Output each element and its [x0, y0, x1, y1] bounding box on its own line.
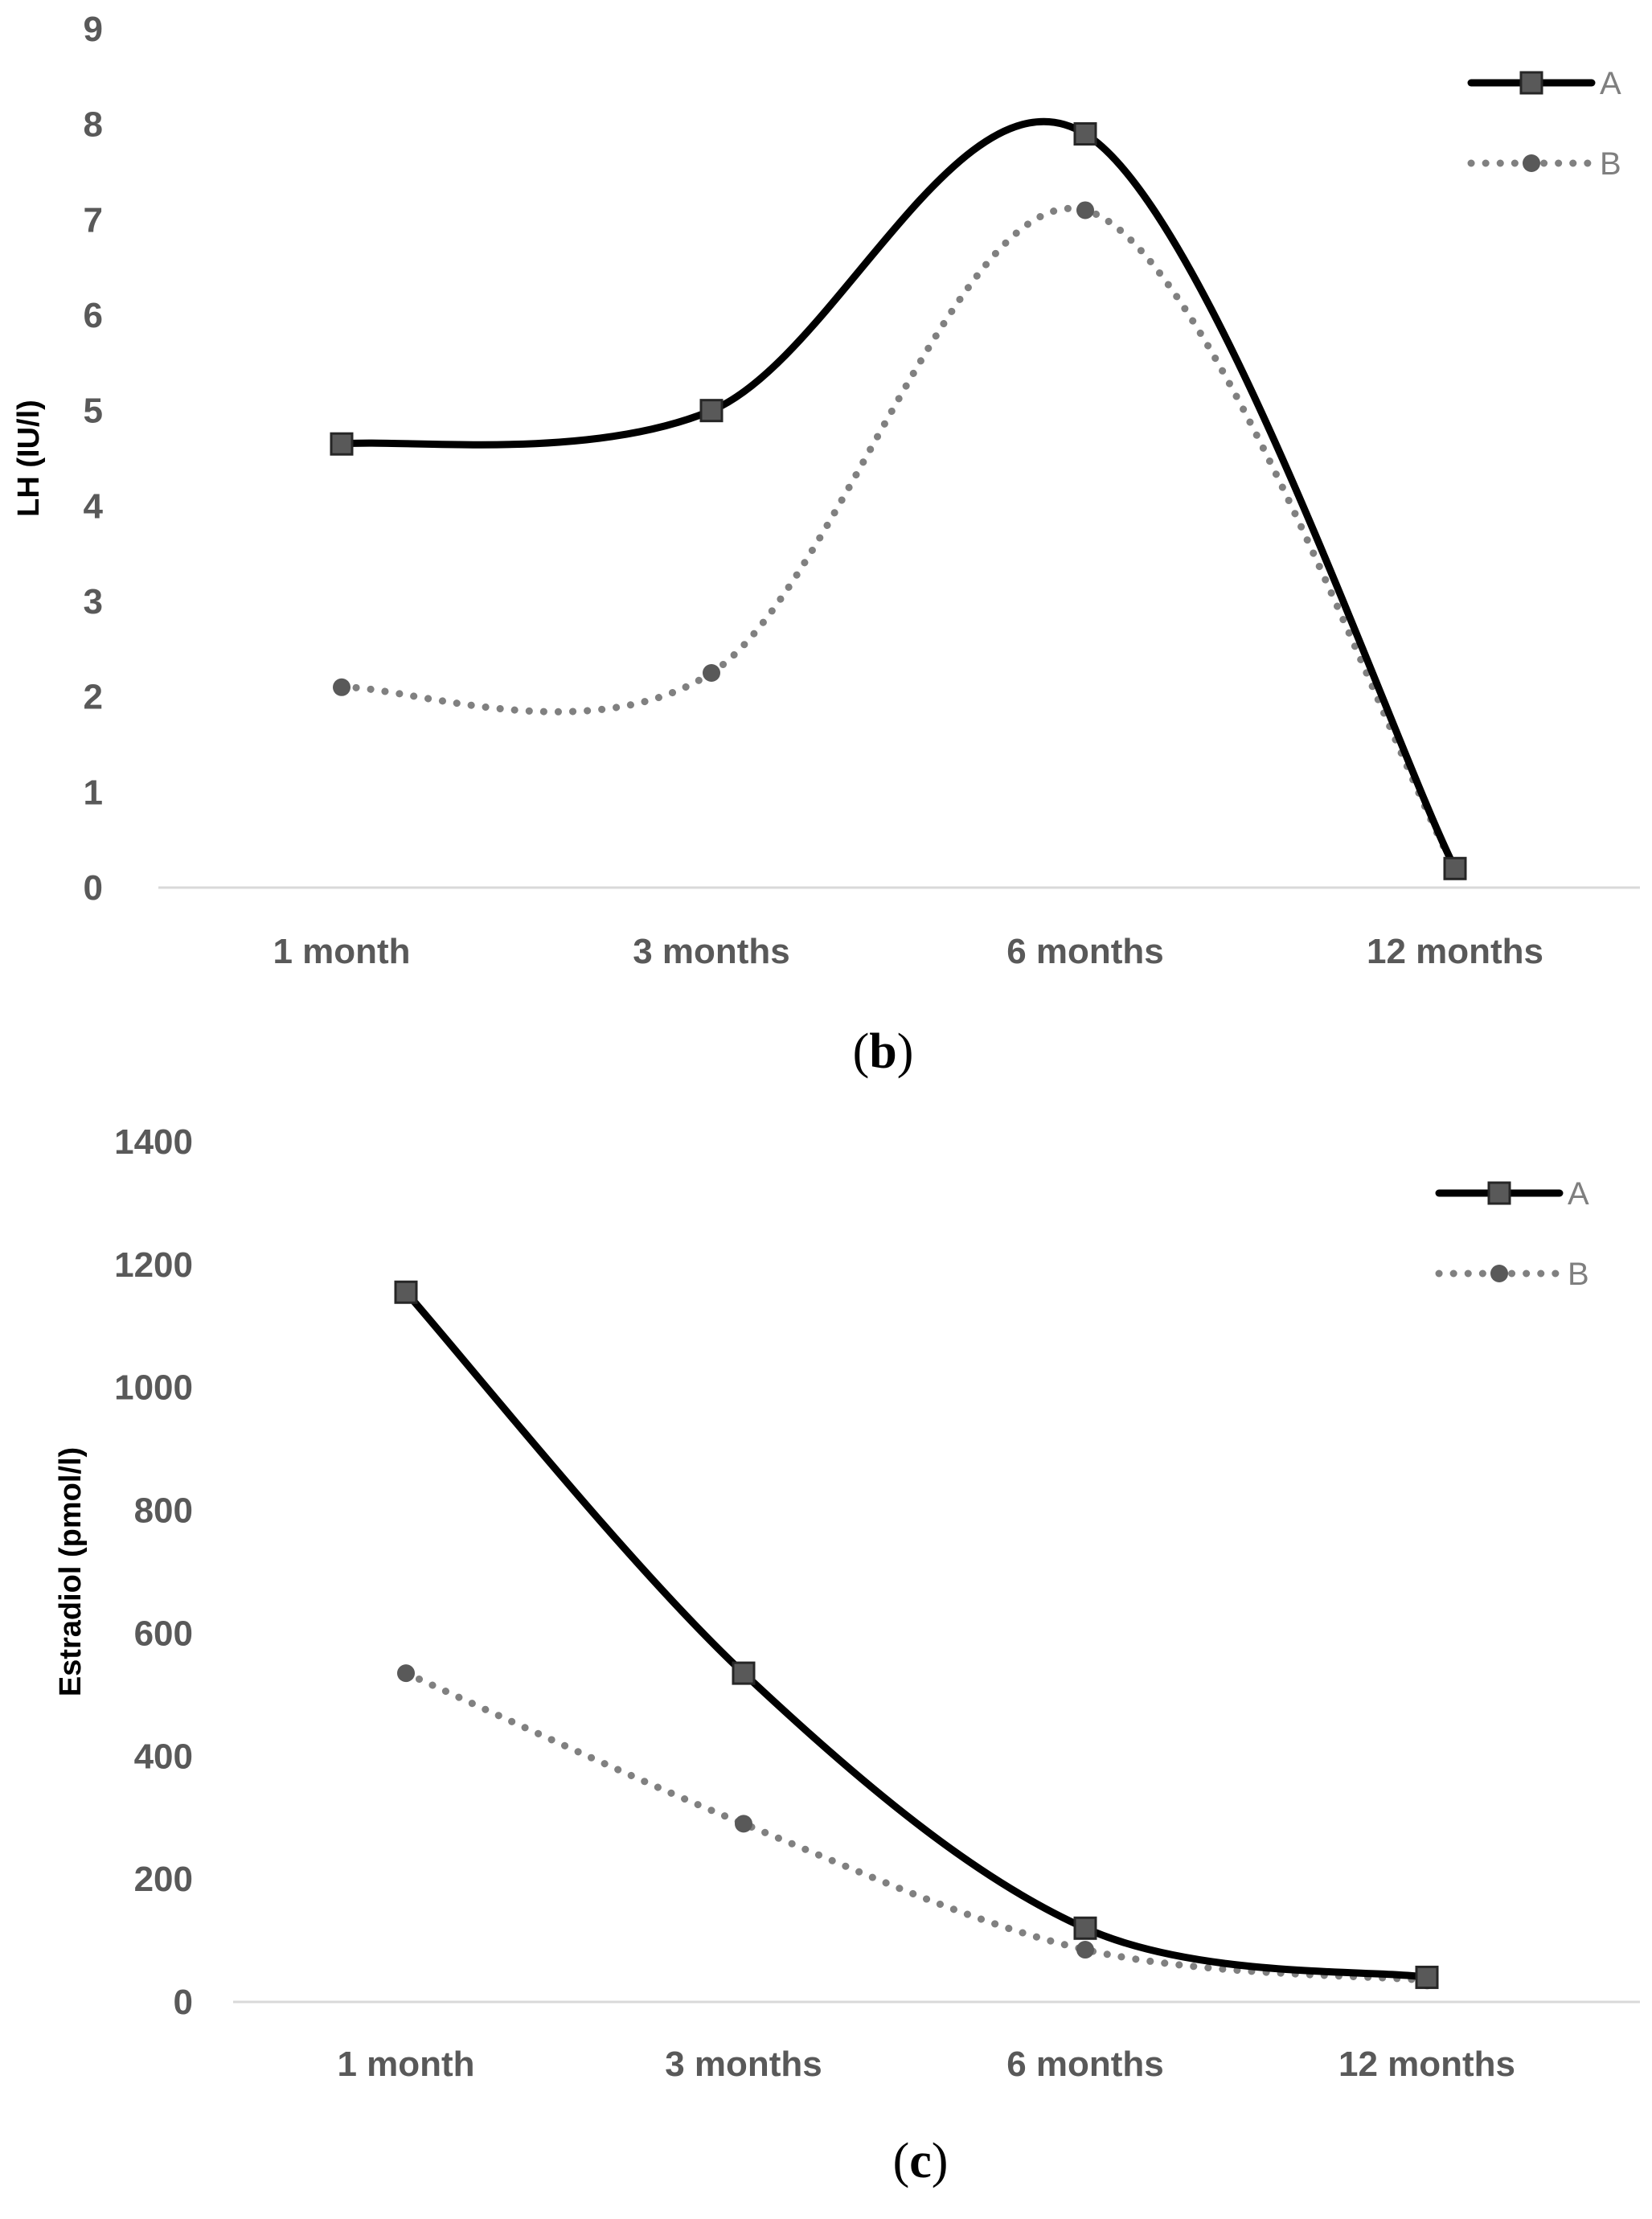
data-point-a: [699, 399, 724, 423]
legend-label-b: B: [1568, 1257, 1589, 1292]
panel-caption: (b): [853, 1024, 914, 1079]
y-axis-label: Estradiol (pmol/l): [54, 1447, 88, 1696]
x-tick-label: 6 months: [1006, 932, 1164, 971]
legend-label-a: A: [1568, 1176, 1589, 1212]
y-tick-label: 9: [84, 10, 103, 49]
x-tick-label: 1 month: [273, 932, 410, 971]
y-tick-label: 1200: [114, 1245, 193, 1285]
y-tick-label: 200: [134, 1860, 193, 1899]
data-point-b: [735, 1815, 752, 1833]
series-line-a: [338, 117, 1459, 872]
x-tick-label: 12 months: [1338, 2045, 1515, 2084]
legend-marker-a: [1519, 71, 1543, 95]
x-tick-label: 1 month: [337, 2045, 474, 2084]
data-point-b: [703, 664, 720, 682]
y-tick-label: 8: [84, 105, 103, 145]
data-point-a: [1073, 1916, 1097, 1940]
y-tick-label: 6: [84, 296, 103, 335]
legend-marker-b: [1490, 1265, 1508, 1282]
series-line-a: [402, 1288, 1431, 1981]
legend-marker-b: [1523, 154, 1540, 172]
chart-panel-c: 0 200 400 600 800 1000 1200 1400 Estradiol (pmol…: [54, 1122, 1640, 2188]
data-point-b: [1076, 201, 1094, 219]
x-tick-label: 3 months: [665, 2045, 822, 2084]
legend-marker-a: [1487, 1181, 1511, 1205]
y-tick-label: 5: [84, 392, 103, 431]
data-point-a: [1443, 856, 1467, 880]
data-point-b: [333, 678, 350, 696]
y-tick-label: 4: [84, 486, 104, 526]
data-point-a: [330, 432, 354, 456]
y-tick-label: 7: [84, 200, 103, 240]
legend-label-b: B: [1600, 146, 1621, 182]
data-point-b: [397, 1664, 415, 1683]
y-tick-label: 1: [84, 773, 103, 812]
chart-panel-b: 0 1 2 3 4 5 6 7 8 9 LH (IU/l) 1 month 3 months 6 mont…: [12, 10, 1640, 1079]
y-tick-label: 2: [84, 678, 103, 717]
y-axis-label: LH (IU/l): [12, 400, 46, 517]
data-point-b: [1076, 1941, 1094, 1959]
data-point-a: [1415, 1965, 1439, 1989]
y-tick-label: 3: [84, 582, 103, 621]
y-tick-label: 0: [84, 868, 103, 908]
panel-caption: (c): [893, 2134, 949, 2188]
data-point-a: [394, 1280, 418, 1304]
y-tick-label: 1400: [114, 1122, 193, 1162]
panel-caption-letter: b: [869, 1024, 896, 1079]
legend-label-a: A: [1600, 66, 1621, 101]
series-line-b: [402, 1669, 1431, 1984]
x-tick-label: 3 months: [633, 932, 790, 971]
x-tick-label: 6 months: [1006, 2045, 1164, 2084]
panel-caption-letter: c: [909, 2134, 932, 2188]
y-tick-label: 1000: [114, 1368, 193, 1408]
y-tick-label: 600: [134, 1614, 193, 1653]
x-tick-label: 12 months: [1367, 932, 1543, 971]
data-point-a: [1073, 122, 1097, 146]
y-tick-label: 800: [134, 1491, 193, 1531]
y-tick-label: 0: [174, 1983, 193, 2022]
y-tick-label: 400: [134, 1737, 193, 1776]
data-point-a: [732, 1661, 756, 1685]
